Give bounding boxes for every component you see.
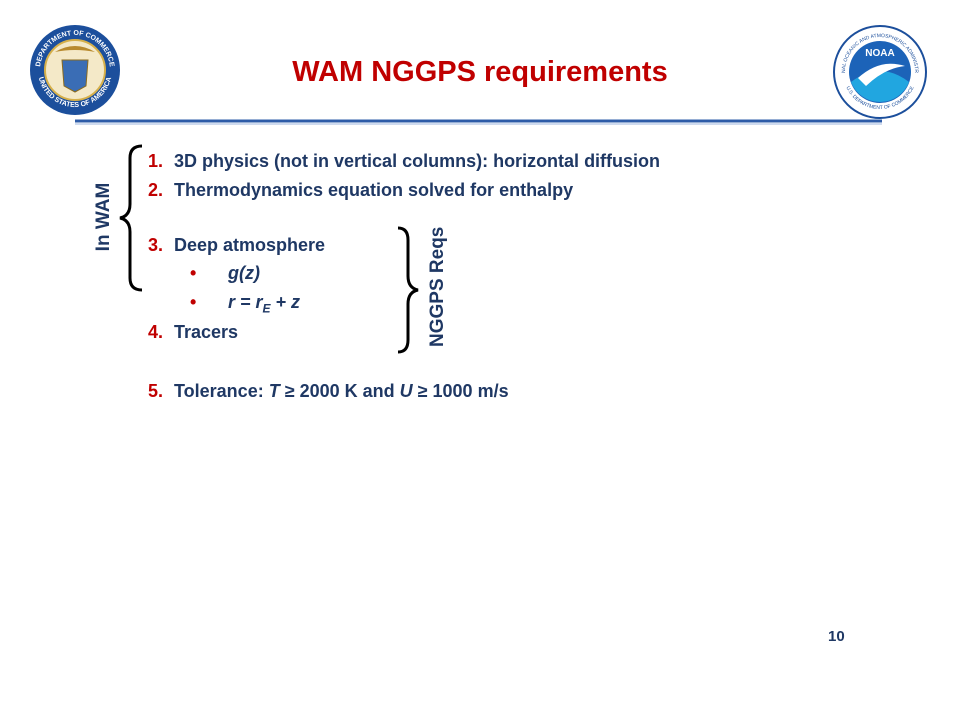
in-wam-label: In WAM (93, 182, 114, 252)
item-text: Tolerance: (174, 381, 269, 401)
bullet-text: r = r (228, 292, 263, 312)
bullet-text: + z (270, 292, 301, 312)
seal-eagle (55, 46, 95, 52)
item-text: Thermodynamics equation solved for entha… (174, 180, 574, 200)
bullet-item: r = rE + z (190, 292, 301, 316)
bullet-text: g(z) (228, 263, 260, 283)
bullet-text: E (262, 301, 271, 316)
bullet-item: g(z) (190, 263, 260, 284)
item-text: 3D physics (not in vertical columns): ho… (174, 151, 661, 171)
item-number: 4. (148, 322, 164, 342)
list-item: 4. Tracers (148, 322, 238, 343)
list-item: 3. Deep atmosphere (148, 235, 325, 256)
nggps-label: NGGPS Reqs (427, 226, 448, 347)
item-text: ≥ 2000 K and (279, 381, 400, 401)
item-text: Deep atmosphere (174, 235, 326, 255)
slide-title: WAM NGGPS requirements (292, 56, 668, 88)
item-text: U (399, 381, 413, 401)
list-item: 1. 3D physics (not in vertical columns): … (148, 151, 660, 172)
item-number: 1. (148, 151, 164, 171)
noaa-center-text: NOAA (865, 48, 894, 59)
item-number: 5. (148, 381, 164, 401)
page-number: 10 (828, 628, 845, 645)
item-text: Tracers (174, 322, 239, 342)
item-text: ≥ 1000 m/s (412, 381, 509, 401)
seal-shield (61, 59, 89, 93)
list-item: 5. Tolerance: T ≥ 2000 K and U ≥ 1000 m/s (148, 381, 509, 402)
item-number: 2. (148, 180, 164, 200)
item-text: T (268, 381, 280, 401)
item-number: 3. (148, 235, 164, 255)
in-wam-brace (119, 144, 143, 292)
list-item: 2. Thermodynamics equation solved for ent… (148, 180, 573, 201)
nggps-brace (397, 226, 419, 354)
noaa-bird (858, 63, 905, 86)
